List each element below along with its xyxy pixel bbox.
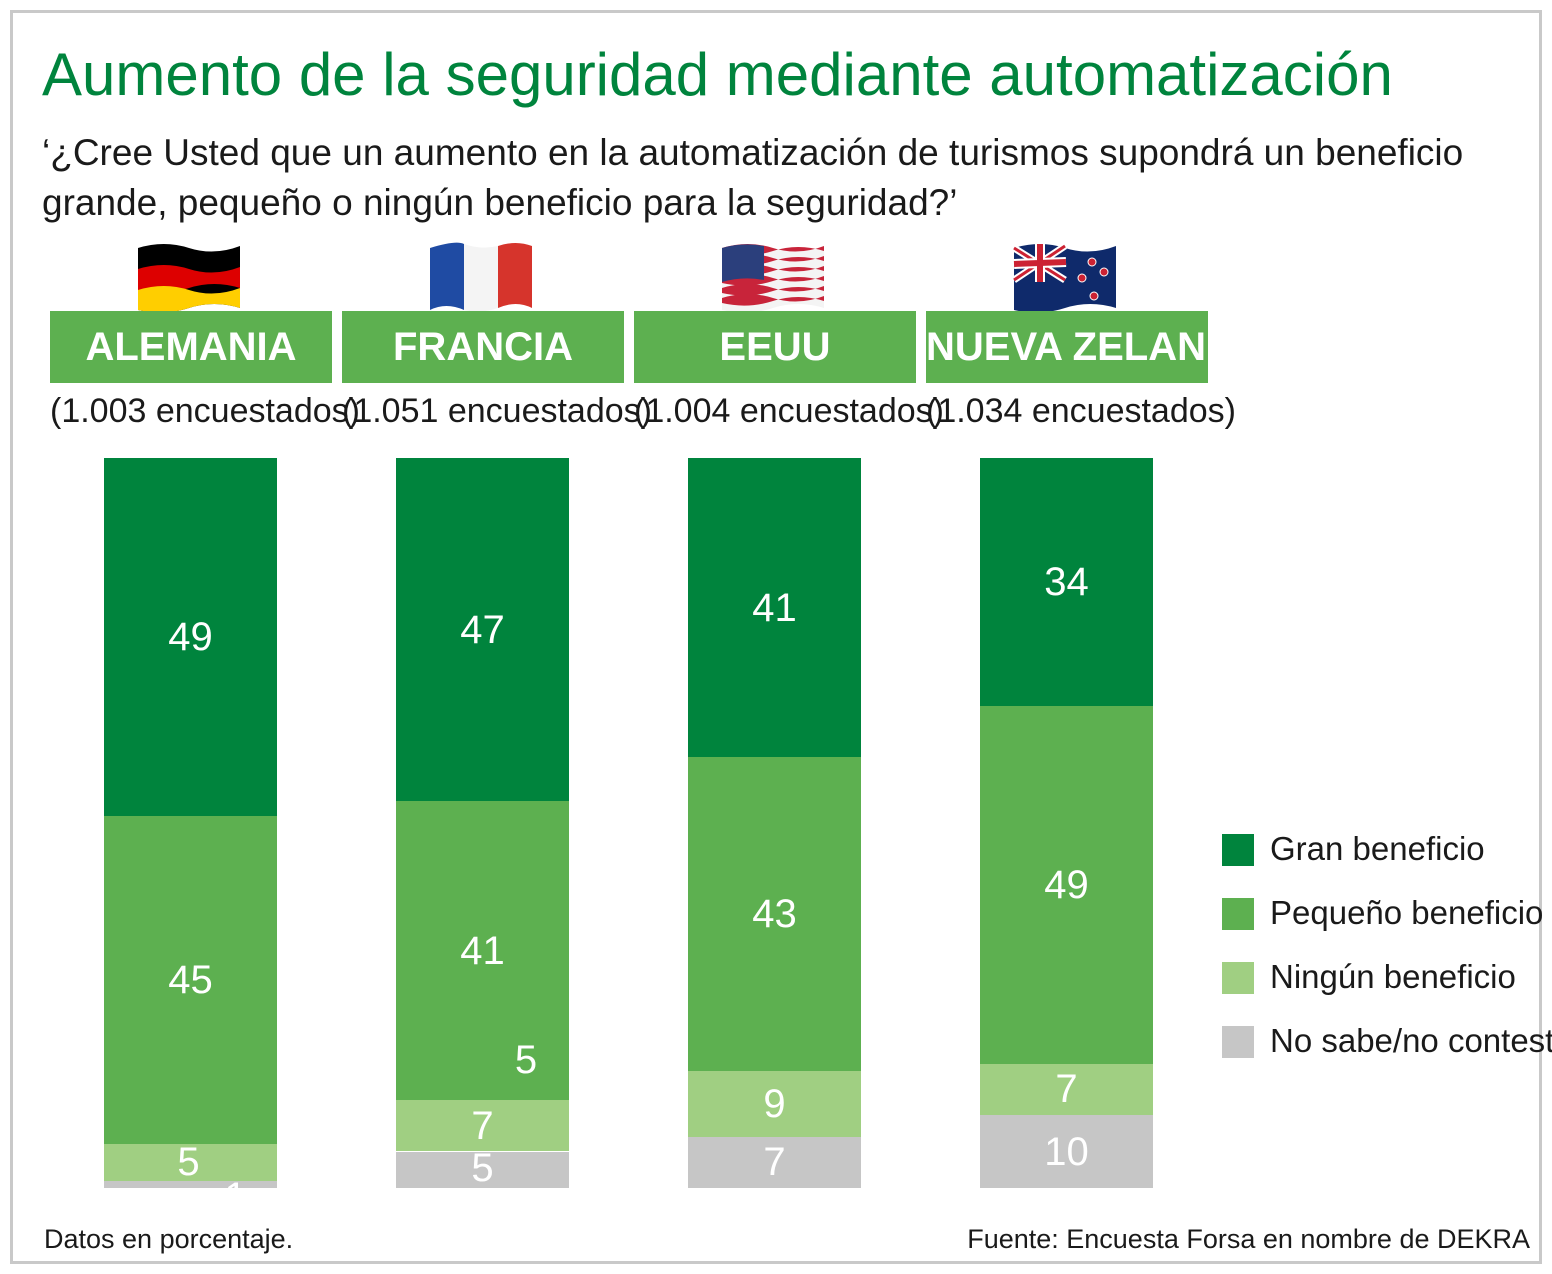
bar-segment-nueva-zelanda-pequeno-beneficio <box>980 706 1153 1064</box>
country-header-alemania: ALEMANIA <box>50 311 332 383</box>
bar-segment-alemania-pequeno-beneficio <box>104 815 277 1145</box>
data-label-nueva-zelanda-pequeno-beneficio: 49 <box>1044 863 1089 908</box>
extra-label-francia: 5 <box>514 1038 538 1082</box>
bar-segment-alemania-gran-beneficio <box>104 458 277 816</box>
bar-segment-nueva-zelanda-gran-beneficio <box>980 458 1153 707</box>
data-label-eeuu-pequeno-beneficio: 43 <box>752 892 797 937</box>
france-flag-icon <box>430 242 532 312</box>
bar-segment-alemania-ningun-beneficio <box>104 1144 277 1181</box>
legend-swatch-pequeno <box>1222 898 1254 930</box>
germany-flag-icon <box>138 244 240 312</box>
bar-segment-francia-pequeno-beneficio <box>396 801 569 1101</box>
data-label-francia-ningun-beneficio: 7 <box>471 1103 494 1148</box>
legend-label: Gran beneficio <box>1270 830 1485 867</box>
bar-segment-nueva-zelanda-no-sabe <box>980 1115 1153 1188</box>
legend-label: Ningún beneficio <box>1270 958 1516 995</box>
bar-segment-eeuu-pequeno-beneficio <box>688 757 861 1072</box>
chart-title: Aumento de la seguridad mediante automat… <box>42 41 1393 108</box>
data-label-alemania-ningun-beneficio: 5 <box>177 1140 200 1185</box>
bar-segment-francia-gran-beneficio <box>396 458 569 802</box>
survey-question: ‘¿Cree Usted que un aumento en la automa… <box>42 132 1464 223</box>
bar-segment-nueva-zelanda-ningun-beneficio <box>980 1063 1153 1115</box>
bar-segment-eeuu-ningun-beneficio <box>688 1071 861 1137</box>
chart-frame <box>10 10 1542 1264</box>
bar-segment-francia-ningun-beneficio <box>396 1100 569 1152</box>
legend-swatch-gran <box>1222 834 1254 866</box>
respondents-alemania: (1.003 encuestados) <box>50 392 360 430</box>
bar-segment-alemania-no-sabe <box>104 1180 277 1188</box>
data-label-alemania-pequeno-beneficio: 45 <box>168 957 213 1002</box>
data-label-eeuu-no-sabe: 7 <box>763 1140 786 1185</box>
country-header-eeuu: EEUU <box>634 311 916 383</box>
data-label-francia-no-sabe: 5 <box>471 1145 494 1190</box>
data-label-alemania-gran-beneficio: 49 <box>168 614 213 659</box>
bar-segment-eeuu-no-sabe <box>688 1136 861 1188</box>
respondents-nueva-zelanda: (1.034 encuestados) <box>926 392 1236 430</box>
usa-flag-icon <box>722 244 824 312</box>
respondents-francia: (1.051 encuestados) <box>342 392 652 430</box>
data-label-francia-pequeno-beneficio: 41 <box>460 928 505 973</box>
country-header-francia: FRANCIA <box>342 311 624 383</box>
bar-segment-francia-no-sabe <box>396 1151 569 1188</box>
legend-label: Pequeño beneficio <box>1270 894 1544 931</box>
data-label-alemania-no-sabe: 1 <box>224 1174 247 1219</box>
data-label-nueva-zelanda-gran-beneficio: 34 <box>1044 560 1089 605</box>
data-label-nueva-zelanda-ningun-beneficio: 7 <box>1055 1067 1078 1112</box>
source-note: Fuente: Encuesta Forsa en nombre de DEKR… <box>967 1224 1530 1254</box>
data-label-eeuu-gran-beneficio: 41 <box>752 585 797 630</box>
bar-segment-eeuu-gran-beneficio <box>688 458 861 758</box>
legend-swatch-nosabe <box>1222 1026 1254 1058</box>
data-label-eeuu-ningun-beneficio: 9 <box>763 1082 786 1127</box>
data-label-francia-gran-beneficio: 47 <box>460 607 505 652</box>
new-zealand-flag-icon <box>1012 243 1116 312</box>
data-note: Datos en porcentaje. <box>44 1224 294 1254</box>
country-header-nueva-zelanda: NUEVA ZELANDA <box>926 311 1264 383</box>
legend-swatch-ningun <box>1222 962 1254 994</box>
legend-label: No sabe/no contesta <box>1270 1022 1552 1059</box>
data-label-nueva-zelanda-no-sabe: 10 <box>1044 1129 1089 1174</box>
respondents-eeuu: (1.004 encuestados) <box>634 392 944 430</box>
